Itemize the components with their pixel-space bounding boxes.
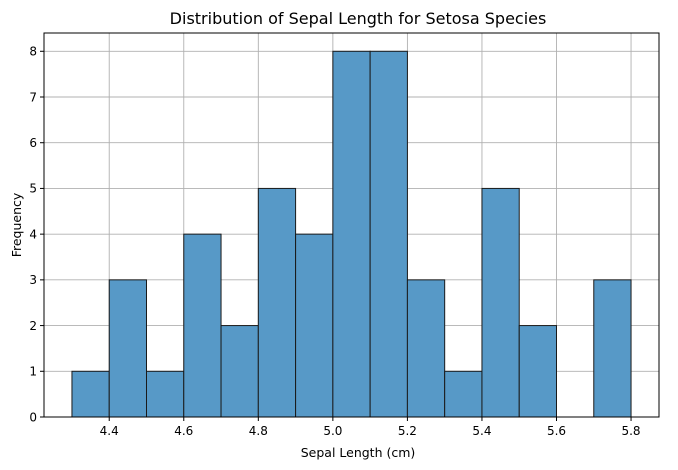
y-axis-label: Frequency	[9, 192, 24, 257]
y-tick-label: 4	[29, 227, 37, 241]
x-tick-label: 5.0	[323, 424, 342, 438]
histogram-bar	[518, 325, 558, 418]
histogram-bar	[481, 187, 520, 418]
x-tick-label: 4.6	[174, 424, 193, 438]
y-tick-label: 6	[29, 136, 37, 150]
x-tick-label: 4.8	[249, 424, 268, 438]
histogram-bar	[71, 370, 110, 418]
histogram-bar	[257, 187, 297, 418]
histogram-bar	[369, 50, 408, 418]
y-tick-label: 0	[29, 410, 37, 424]
chart-title: Distribution of Sepal Length for Setosa …	[170, 9, 547, 28]
y-tick-label: 8	[29, 45, 37, 59]
histogram-bar	[593, 279, 632, 418]
y-tick-label: 3	[29, 273, 37, 287]
histogram-bar	[444, 370, 483, 418]
histogram-bar	[183, 233, 222, 418]
y-axis-ticks: 0 1 2 3 4 5 6 7 8	[29, 45, 44, 424]
histogram-bars	[71, 50, 632, 418]
y-tick-label: 2	[29, 319, 37, 333]
x-tick-label: 5.2	[398, 424, 417, 438]
plot-frame	[43, 32, 660, 418]
histogram-bar	[295, 233, 334, 418]
x-tick-label: 5.4	[472, 424, 491, 438]
histogram-bar	[146, 370, 185, 418]
y-tick-label: 1	[29, 365, 37, 379]
x-tick-label: 4.4	[100, 424, 119, 438]
histogram-bar	[332, 50, 371, 418]
y-tick-label: 7	[29, 90, 37, 104]
histogram-bar	[220, 325, 259, 418]
x-tick-label: 5.6	[547, 424, 566, 438]
x-axis-ticks: 4.4 4.6 4.8 5.0 5.2 5.4 5.6 5.8	[100, 417, 641, 438]
histogram-bar	[108, 279, 147, 418]
y-tick-label: 5	[29, 182, 37, 196]
x-tick-label: 5.8	[621, 424, 640, 438]
x-axis-label: Sepal Length (cm)	[301, 445, 416, 460]
histogram-bar	[406, 279, 446, 418]
axes	[43, 32, 660, 418]
